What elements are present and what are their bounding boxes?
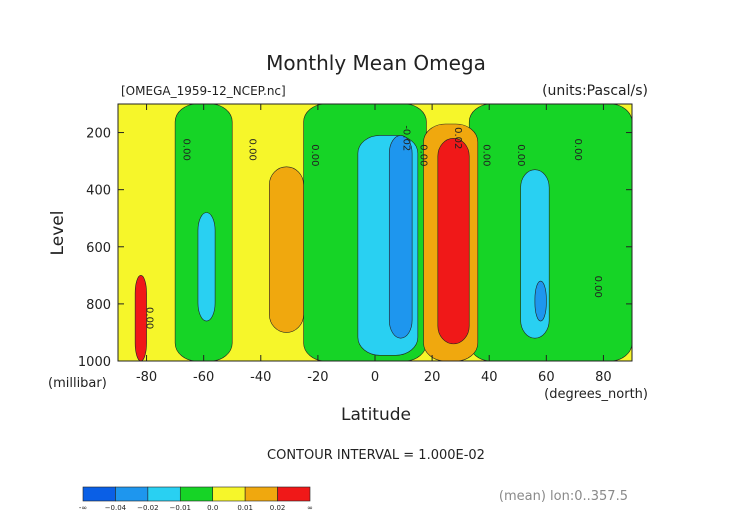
- footer-text: (mean) lon:0..357.5: [499, 489, 628, 504]
- y-tick-label: 200: [86, 127, 111, 142]
- x-tick-label: 0: [371, 370, 379, 385]
- x-tick-label: 20: [424, 370, 441, 385]
- contour-interval-text: CONTOUR INTERVAL = 1.000E-02: [267, 448, 485, 463]
- x-axis-units: (degrees_north): [544, 387, 648, 402]
- y-tick-label: 400: [86, 184, 111, 199]
- contour-region: [197, 212, 216, 322]
- contour-label: 0.00: [515, 144, 526, 166]
- contour-label: 0.00: [418, 144, 429, 166]
- y-tick-label: 600: [86, 241, 111, 256]
- x-tick-label: 60: [538, 370, 555, 385]
- contour-label: 0.00: [309, 144, 320, 166]
- colorbar: -∞ −0.04 −0.02 −0.01 0.0 0.01 0.02 ∞: [79, 486, 313, 512]
- colorbar-swatch: [244, 486, 278, 502]
- colorbar-swatch: [277, 486, 311, 502]
- contour-label: 0.00: [144, 307, 155, 329]
- colorbar-swatch: [82, 486, 116, 502]
- contour-region: [134, 275, 147, 361]
- contour-region: [388, 135, 413, 339]
- plot-area: 0.00 0.00 0.00 -0.02 0.00 0.02 0.00 0.00 0.00 0.0…: [78, 103, 633, 385]
- x-tick-label: -60: [193, 370, 214, 385]
- contour-label: 0.00: [181, 139, 192, 161]
- colorbar-label: -∞: [79, 504, 87, 512]
- colorbar-swatch: [179, 486, 214, 502]
- contour-region: [534, 280, 547, 322]
- x-tick-label: -40: [250, 370, 271, 385]
- colorbar-label: ∞: [307, 504, 313, 512]
- colorbar-label: 0.02: [270, 504, 286, 512]
- contour-region: [437, 137, 470, 345]
- contour-label: 0.00: [246, 139, 257, 161]
- file-label: [OMEGA_1959-12_NCEP.nc]: [121, 84, 286, 98]
- filled-contours: 0.00 0.00 0.00 -0.02 0.00 0.02 0.00 0.00 0.00 0.0…: [118, 104, 632, 361]
- colorbar-label: 0.0: [207, 504, 218, 512]
- contour-label: 0.02: [452, 127, 463, 149]
- colorbar-label: −0.01: [170, 504, 191, 512]
- x-tick-label: -80: [136, 370, 157, 385]
- units-label: (units:Pascal/s): [542, 83, 648, 99]
- x-tick-label: 80: [595, 370, 612, 385]
- contour-label: 0.00: [481, 144, 492, 166]
- y-axis-units: (millibar): [48, 376, 107, 391]
- colorbar-label: −0.04: [105, 504, 127, 512]
- colorbar-swatch: [212, 486, 246, 502]
- y-tick-label: 1000: [78, 355, 111, 370]
- y-tick-label: 800: [86, 298, 111, 313]
- contour-region: [468, 104, 632, 361]
- contour-label: 0.00: [592, 276, 603, 298]
- contour-label: 0.00: [572, 139, 583, 161]
- y-axis-label: Level: [48, 211, 68, 256]
- contour-label: -0.02: [401, 125, 412, 151]
- x-tick-label: 40: [481, 370, 498, 385]
- chart-title: Monthly Mean Omega: [266, 51, 486, 75]
- colorbar-label: −0.02: [137, 504, 158, 512]
- colorbar-swatch: [115, 486, 149, 502]
- x-axis-label: Latitude: [341, 405, 411, 425]
- x-tick-label: -20: [307, 370, 328, 385]
- colorbar-swatch: [147, 486, 181, 502]
- contour-region: [269, 166, 304, 333]
- colorbar-label: 0.01: [237, 504, 253, 512]
